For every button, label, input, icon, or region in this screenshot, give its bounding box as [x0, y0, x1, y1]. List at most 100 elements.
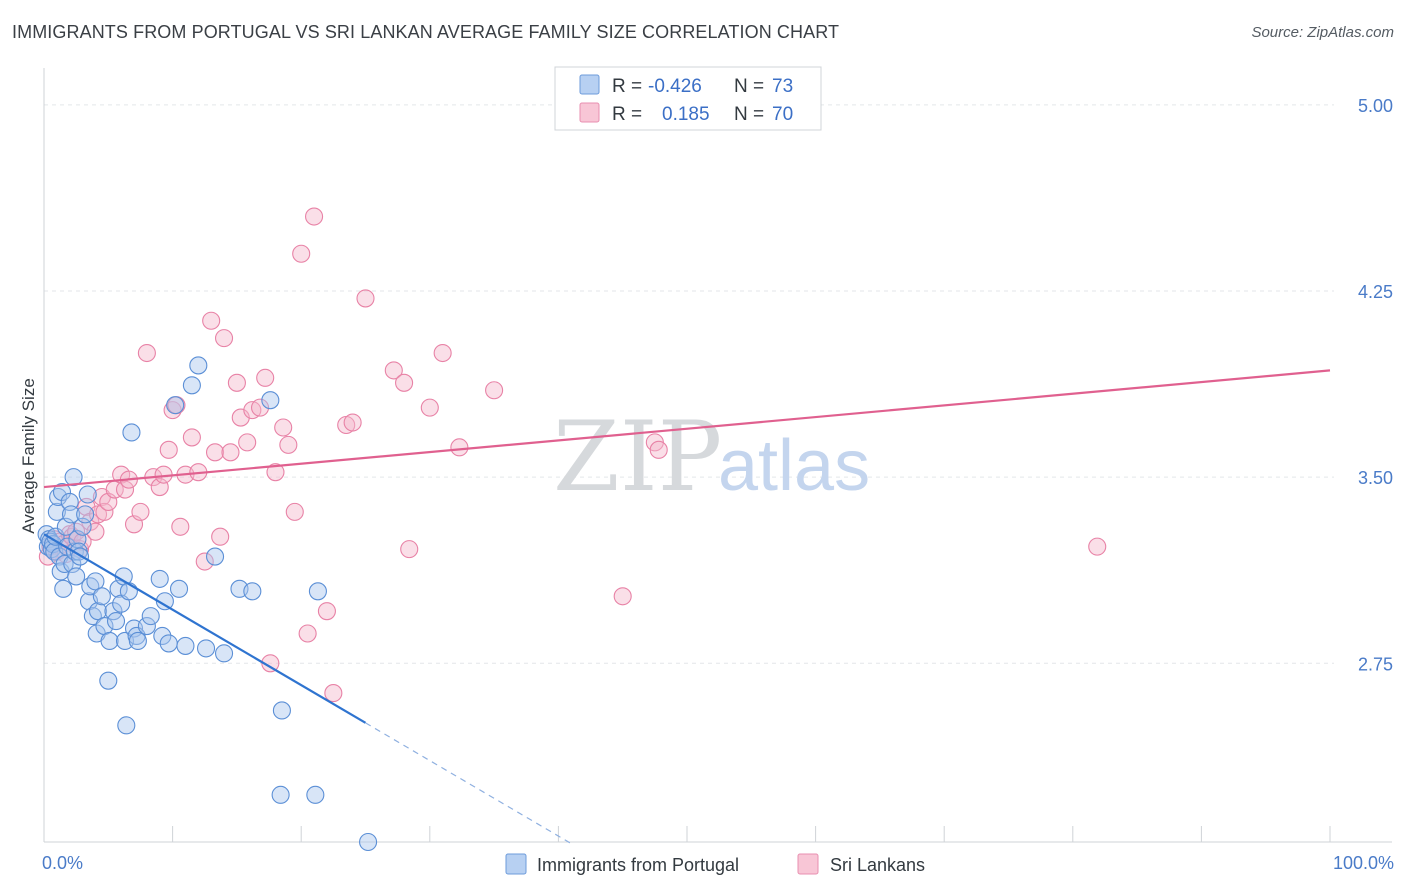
point-portugal [159, 634, 178, 653]
point-sri-lankans [227, 373, 246, 392]
point-portugal [99, 671, 118, 690]
point-sri-lankans [292, 244, 311, 263]
point-portugal [61, 505, 81, 524]
point-portugal [106, 612, 126, 631]
point-portugal [54, 579, 73, 598]
trend-lines [43, 369, 1331, 845]
watermark-zip: ZIP [553, 401, 722, 513]
point-portugal [243, 582, 262, 601]
point-portugal [359, 832, 378, 852]
y-tick-label: 3.50 [1358, 468, 1393, 488]
series-portugal-points [37, 356, 378, 852]
point-sri-lankans [1088, 537, 1107, 556]
point-portugal [176, 636, 195, 655]
legend: R = -0.426 N = 73 R = 0.185 N = 70 [554, 66, 822, 131]
trend-line-portugal-extension [365, 722, 572, 845]
point-sri-lankans [221, 443, 240, 462]
point-portugal [182, 376, 201, 395]
y-tick-label: 4.25 [1358, 282, 1393, 302]
point-sri-lankans [131, 502, 150, 521]
point-portugal [196, 639, 216, 658]
point-sri-lankans [195, 552, 214, 571]
point-portugal [88, 602, 108, 621]
point-sri-lankans [137, 343, 156, 363]
watermark: ZIP atlas [553, 401, 870, 513]
point-sri-lankans [211, 527, 230, 546]
legend-swatch-sri-lankans [579, 102, 600, 123]
legend-r-value-portugal: -0.426 [648, 76, 702, 97]
point-portugal [122, 423, 141, 442]
point-portugal [272, 701, 291, 720]
point-portugal [115, 631, 135, 651]
point-portugal [306, 785, 325, 804]
point-sri-lankans [384, 361, 403, 380]
y-tick-labels: 2.75 3.50 4.25 5.00 [1358, 96, 1393, 674]
point-sri-lankans [274, 418, 293, 437]
point-portugal [169, 579, 189, 598]
point-sri-lankans [356, 289, 375, 308]
grid [44, 104, 1334, 664]
legend-n-label-sri-lankans: N = [734, 104, 764, 125]
point-portugal [150, 569, 169, 588]
point-sri-lankans [159, 440, 178, 459]
bottom-legend-swatch-portugal [505, 853, 527, 875]
point-sri-lankans [214, 329, 234, 348]
point-sri-lankans [285, 502, 304, 521]
point-portugal [52, 482, 72, 502]
point-sri-lankans [400, 540, 419, 559]
point-sri-lankans [450, 438, 469, 457]
point-portugal [261, 391, 280, 410]
watermark-atlas: atlas [718, 426, 870, 506]
point-portugal [137, 617, 156, 636]
point-portugal [153, 626, 172, 646]
point-portugal [86, 572, 105, 591]
bottom-legend: Immigrants from Portugal Sri Lankans [505, 853, 925, 875]
legend-n-label-portugal: N = [734, 76, 764, 97]
point-portugal [41, 532, 60, 551]
point-sri-lankans [256, 368, 275, 387]
y-axis-label: Average Family Size [19, 378, 38, 534]
trend-line-sri-lankans [43, 369, 1331, 489]
bottom-legend-swatch-sri-lankans [797, 853, 819, 875]
legend-n-value-sri-lankans: 70 [772, 104, 793, 125]
point-sri-lankans [95, 502, 114, 521]
point-portugal [214, 644, 234, 663]
point-sri-lankans [171, 517, 190, 536]
point-portugal [64, 468, 83, 487]
point-sri-lankans [324, 684, 343, 703]
point-sri-lankans [649, 440, 668, 459]
x-tick-label-max: 100.0% [1333, 853, 1394, 873]
point-sri-lankans [205, 443, 225, 462]
point-portugal [47, 502, 66, 521]
legend-n-value-portugal: 73 [772, 76, 793, 97]
chart-title: IMMIGRANTS FROM PORTUGAL VS SRI LANKAN A… [12, 22, 840, 42]
bottom-legend-label-sri-lankans: Sri Lankans [830, 855, 925, 875]
point-portugal [78, 485, 97, 504]
point-portugal [67, 567, 86, 586]
bottom-legend-label-portugal: Immigrants from Portugal [537, 855, 739, 875]
point-portugal [55, 554, 74, 574]
legend-swatch-portugal [579, 74, 600, 95]
point-sri-lankans [433, 343, 452, 363]
point-portugal [81, 577, 100, 596]
point-portugal [166, 396, 185, 415]
point-sri-lankans [279, 435, 298, 454]
point-sri-lankans [238, 433, 257, 452]
legend-r-value-sri-lankans: 0.185 [662, 104, 710, 125]
point-sri-lankans [305, 207, 324, 226]
point-portugal [189, 356, 208, 375]
point-sri-lankans [395, 373, 414, 392]
point-sri-lankans [317, 602, 336, 621]
point-sri-lankans [250, 398, 270, 417]
legend-r-label-portugal: R = [612, 76, 642, 97]
y-tick-label: 2.75 [1358, 654, 1393, 674]
point-portugal [117, 716, 136, 735]
x-tick-labels: 0.0% 100.0% [42, 853, 1394, 873]
point-portugal [128, 631, 147, 651]
point-sri-lankans [420, 398, 439, 417]
y-tick-label: 5.00 [1358, 96, 1393, 116]
point-sri-lankans [115, 480, 135, 499]
point-sri-lankans [485, 381, 504, 400]
point-portugal [308, 582, 327, 601]
